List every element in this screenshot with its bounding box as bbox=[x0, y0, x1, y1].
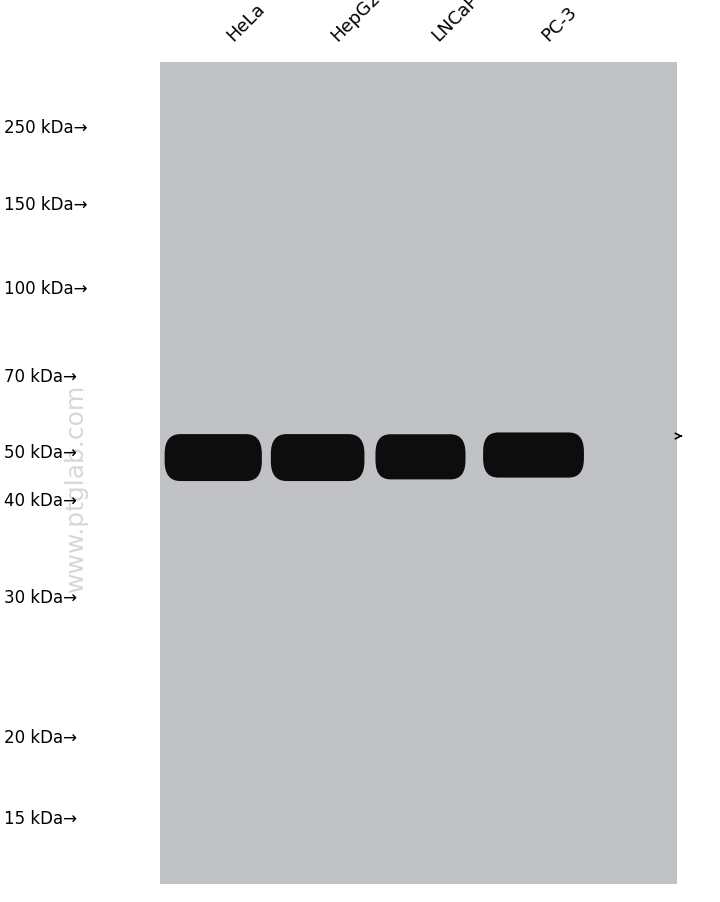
Text: HepG2: HepG2 bbox=[328, 0, 384, 45]
Bar bbox=[160, 63, 677, 884]
FancyBboxPatch shape bbox=[483, 433, 584, 478]
Text: HeLa: HeLa bbox=[223, 0, 269, 45]
Text: LNCaP: LNCaP bbox=[428, 0, 482, 45]
Text: 15 kDa→: 15 kDa→ bbox=[4, 809, 76, 827]
Text: 100 kDa→: 100 kDa→ bbox=[4, 280, 87, 298]
Text: 70 kDa→: 70 kDa→ bbox=[4, 367, 76, 385]
Text: 50 kDa→: 50 kDa→ bbox=[4, 444, 76, 462]
FancyBboxPatch shape bbox=[271, 435, 364, 482]
Text: 150 kDa→: 150 kDa→ bbox=[4, 196, 87, 214]
Text: 250 kDa→: 250 kDa→ bbox=[4, 119, 87, 137]
FancyBboxPatch shape bbox=[165, 435, 262, 482]
Text: 40 kDa→: 40 kDa→ bbox=[4, 492, 76, 510]
Text: www.ptglab.com: www.ptglab.com bbox=[63, 383, 88, 591]
FancyBboxPatch shape bbox=[376, 435, 465, 480]
Text: 30 kDa→: 30 kDa→ bbox=[4, 588, 76, 606]
Text: 20 kDa→: 20 kDa→ bbox=[4, 728, 76, 746]
Text: PC-3: PC-3 bbox=[539, 4, 580, 45]
